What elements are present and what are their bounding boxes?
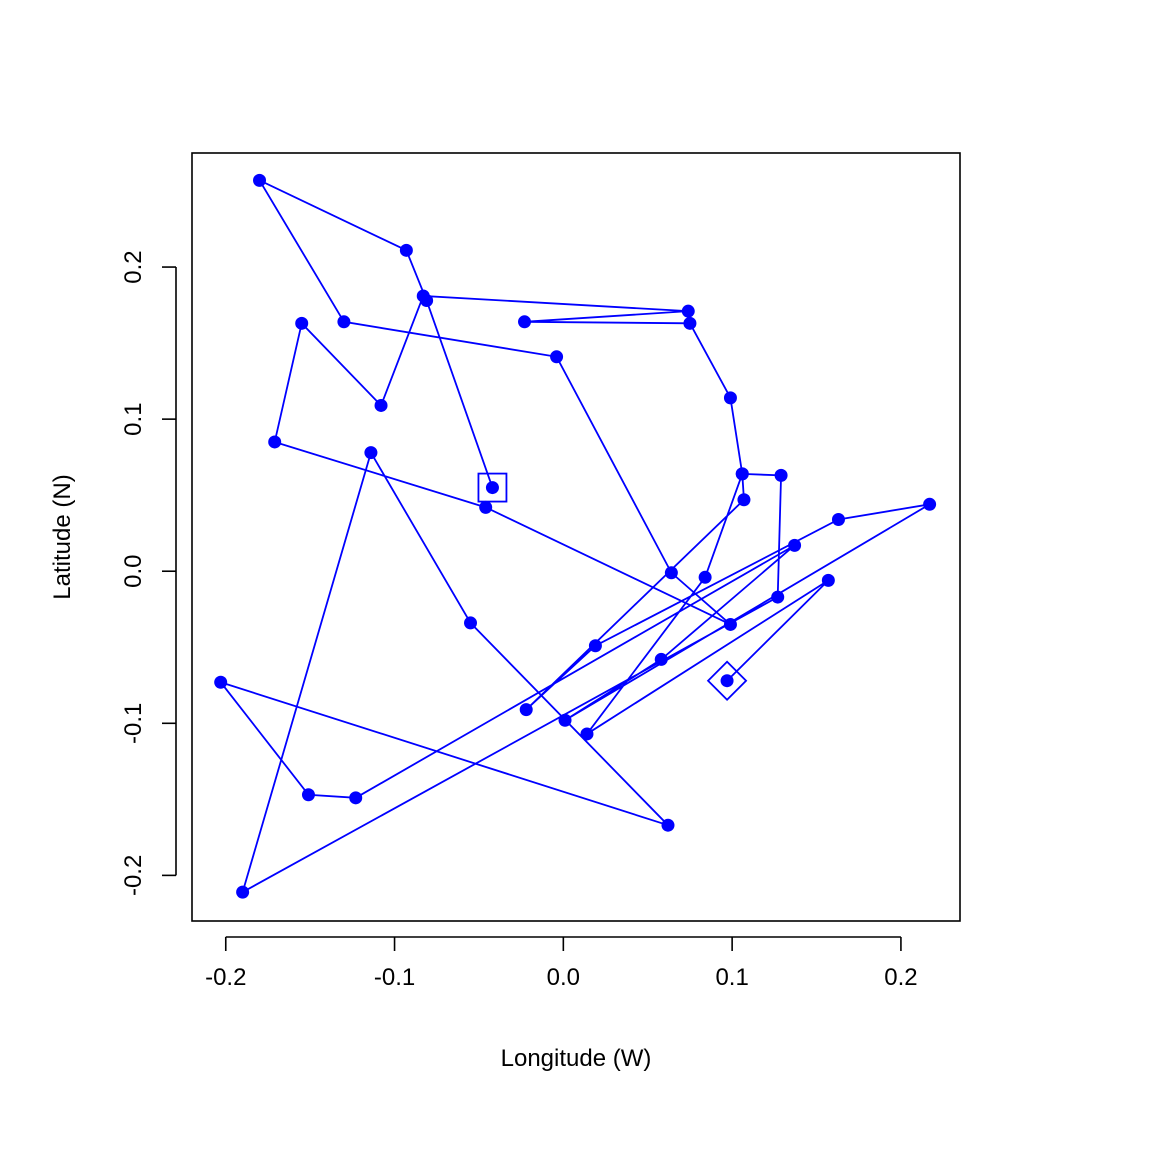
x-tick-label: 0.0 xyxy=(547,964,580,991)
data-point xyxy=(788,538,802,552)
data-point xyxy=(349,791,363,805)
data-point xyxy=(416,289,430,303)
data-point xyxy=(236,885,250,899)
data-point xyxy=(550,350,564,364)
data-point xyxy=(588,639,602,653)
data-point xyxy=(771,590,785,604)
data-point xyxy=(399,243,413,257)
data-point xyxy=(464,616,478,630)
data-point xyxy=(519,703,533,717)
data-point xyxy=(831,513,845,527)
data-point xyxy=(580,727,594,741)
data-point xyxy=(735,467,749,481)
x-tick-label: -0.2 xyxy=(205,964,246,991)
y-tick-label: 0.2 xyxy=(120,250,147,283)
data-point xyxy=(774,468,788,482)
x-tick-label: 0.2 xyxy=(884,964,917,991)
data-point xyxy=(214,675,228,689)
data-point xyxy=(364,446,378,460)
data-point xyxy=(681,304,695,318)
end-marker xyxy=(706,660,748,701)
data-point xyxy=(683,316,697,330)
data-point xyxy=(295,316,309,330)
series-line xyxy=(218,178,931,894)
data-point xyxy=(821,573,835,587)
data-point xyxy=(374,398,388,412)
data-point xyxy=(268,435,282,449)
start-marker xyxy=(477,472,508,503)
x-tick-label: 0.1 xyxy=(715,964,748,991)
data-point xyxy=(720,674,734,688)
data-point xyxy=(664,566,678,580)
x-axis: -0.2 -0.1 0.0 0.1 0.2 xyxy=(205,936,918,991)
plot-frame xyxy=(191,152,961,922)
data-point xyxy=(723,391,737,405)
y-tick-label: -0.2 xyxy=(120,855,147,896)
data-point xyxy=(737,493,751,507)
data-point xyxy=(654,652,668,666)
data-point xyxy=(558,713,572,727)
x-axis-label: Longitude (W) xyxy=(501,1045,652,1072)
data-point xyxy=(301,788,315,802)
x-tick-label: -0.1 xyxy=(374,964,415,991)
series-layer xyxy=(214,173,937,899)
y-tick-label: 0.1 xyxy=(120,402,147,435)
data-point xyxy=(661,818,675,832)
y-tick-label: 0.0 xyxy=(120,555,147,588)
data-point xyxy=(337,315,351,329)
data-point xyxy=(518,315,532,329)
y-axis-label: Latitude (N) xyxy=(49,474,76,599)
data-point xyxy=(253,173,267,187)
data-point xyxy=(923,497,937,511)
data-point xyxy=(723,617,737,631)
data-point xyxy=(479,500,493,514)
y-axis: -0.2 -0.1 0.0 0.1 0.2 xyxy=(120,250,177,896)
y-tick-label: -0.1 xyxy=(120,703,147,744)
data-point xyxy=(698,570,712,584)
data-point xyxy=(485,481,499,495)
